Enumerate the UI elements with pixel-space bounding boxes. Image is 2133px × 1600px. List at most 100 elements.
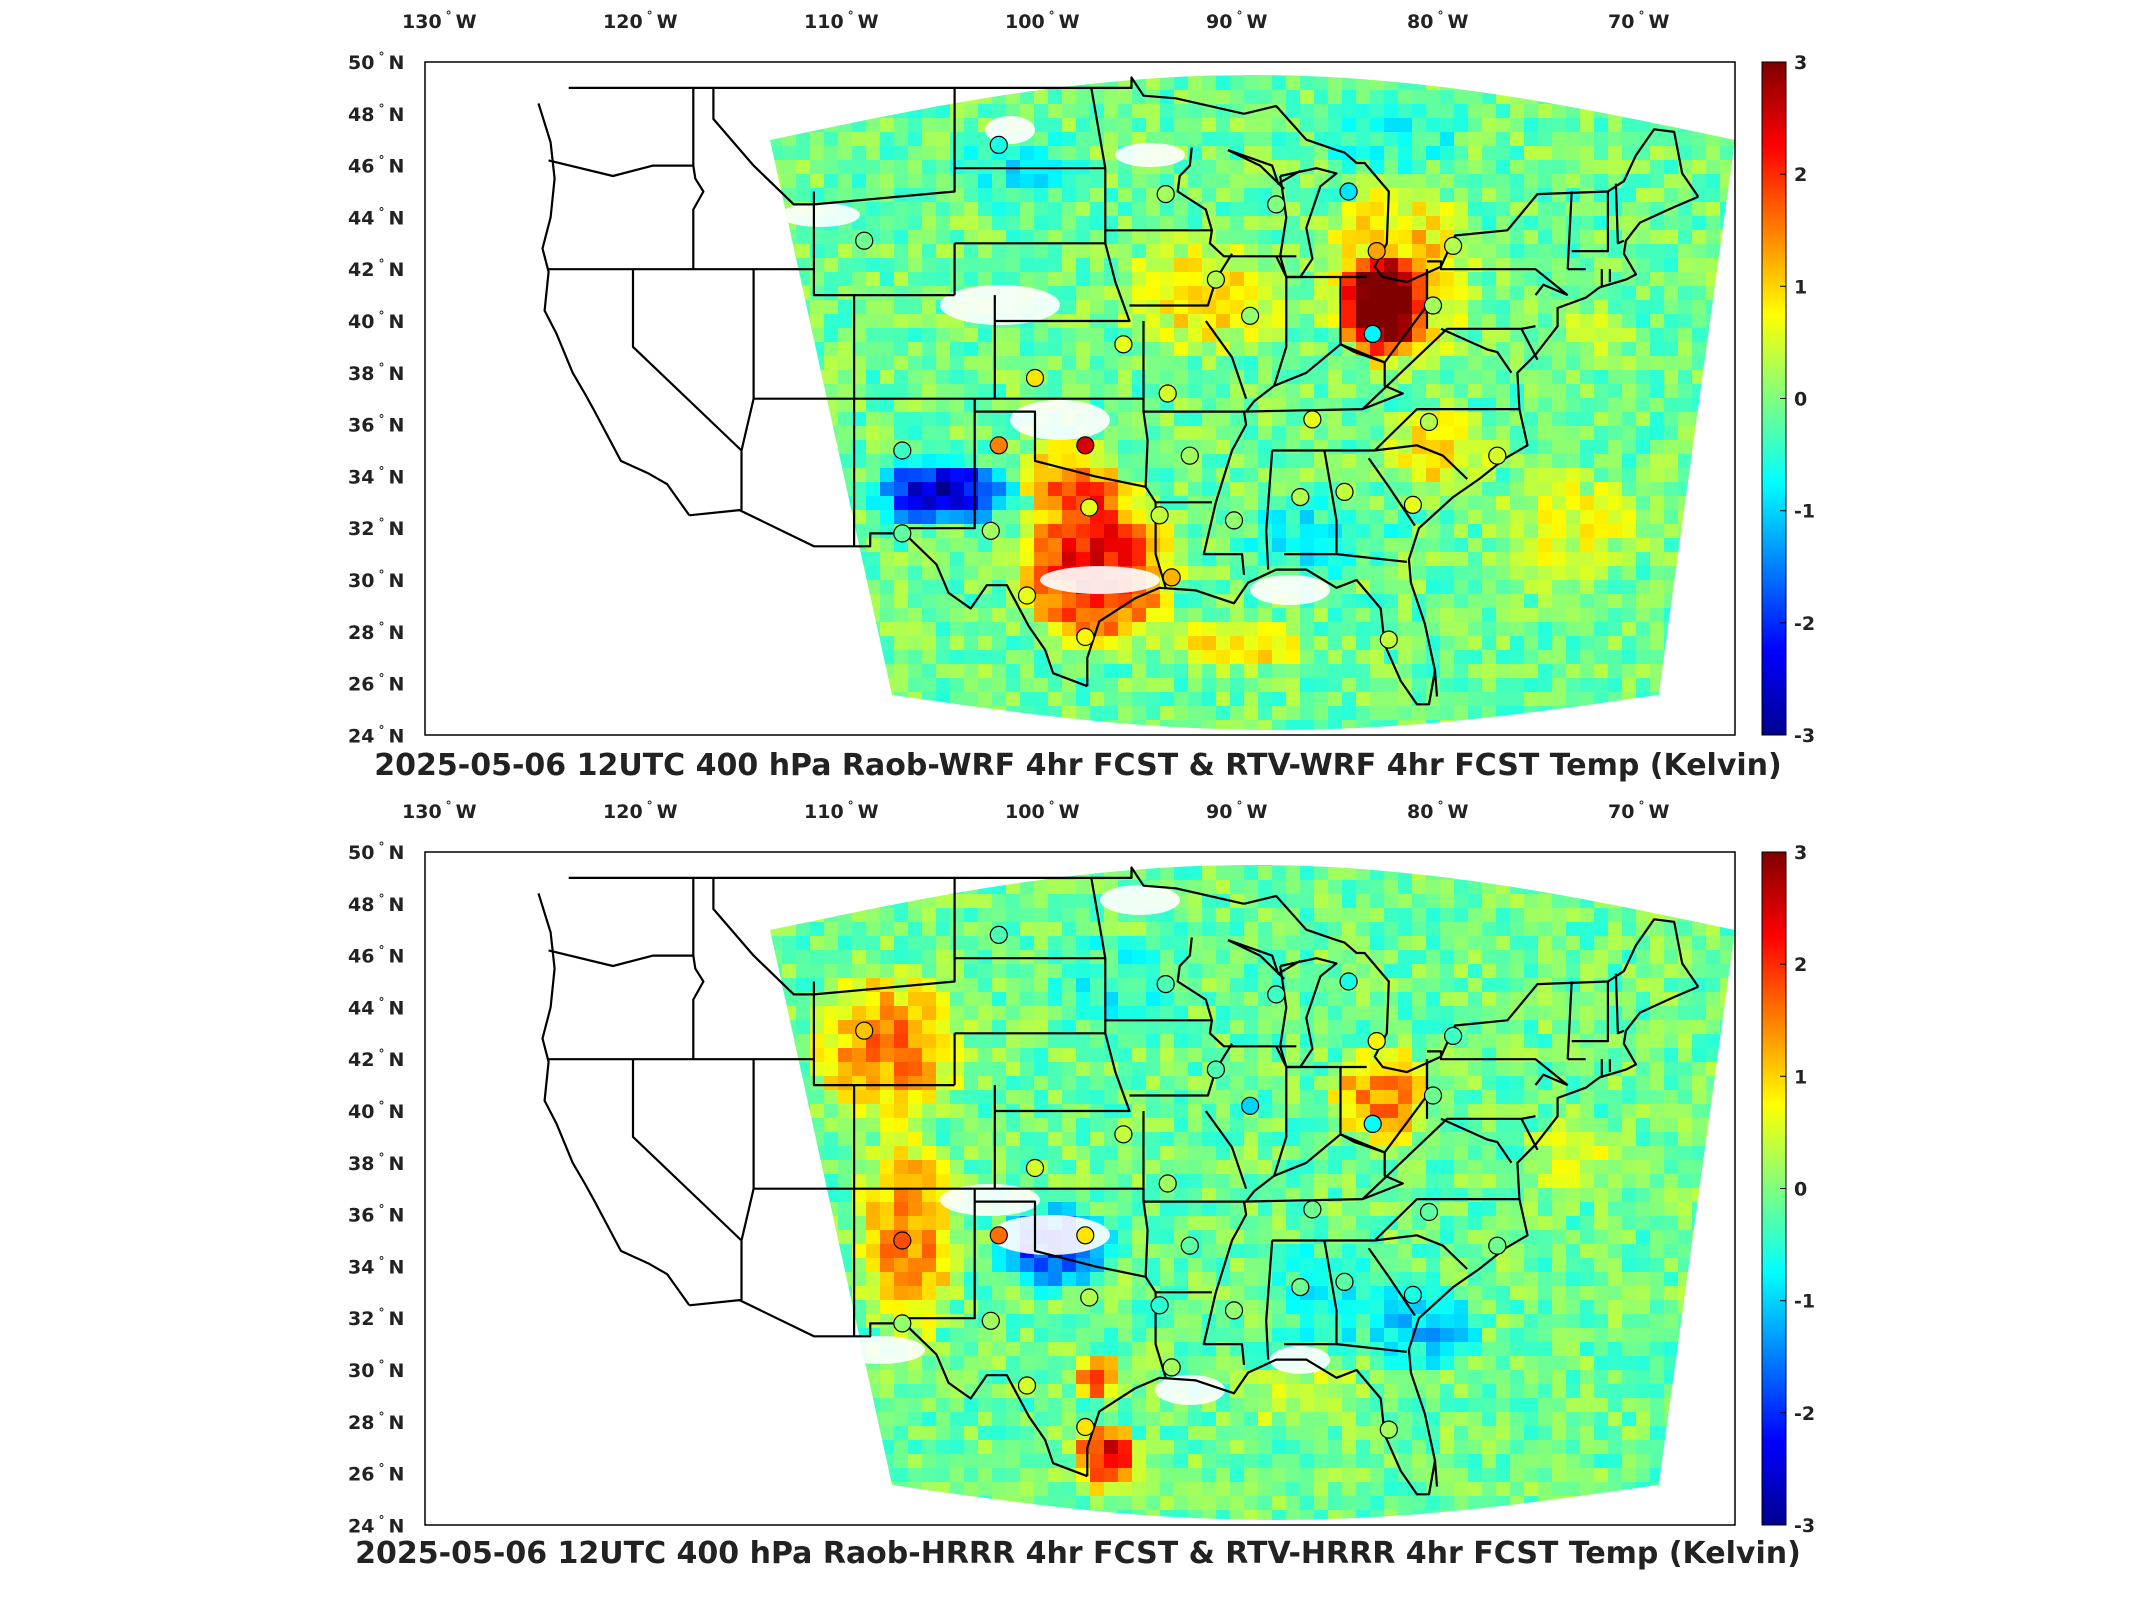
station-marker: [1303, 1200, 1322, 1219]
lat-tick-label: 42 ° N: [348, 257, 404, 281]
lat-tick-label: 26 ° N: [348, 1462, 404, 1486]
station-marker: [1158, 1174, 1177, 1193]
station-marker: [1419, 412, 1439, 432]
lat-tick-label: 38 ° N: [348, 361, 404, 385]
station-marker: [1339, 972, 1358, 991]
station-marker: [1443, 1026, 1463, 1045]
lat-tick-label: 30 ° N: [348, 1358, 404, 1382]
station-marker: [1080, 1288, 1099, 1307]
lat-tick-label: 28 ° N: [348, 1410, 404, 1434]
lat-tick-label: 28 ° N: [348, 620, 404, 644]
lon-tick-label: 110 ° W: [804, 799, 879, 823]
colorbar-tick-label: 1: [1794, 276, 1807, 298]
colorbar-tick-label: 2: [1794, 954, 1807, 976]
lat-tick-label: 48 ° N: [348, 892, 404, 916]
station-marker: [1025, 1158, 1045, 1178]
lon-tick-label: 120 ° W: [603, 9, 678, 33]
station-marker: [1156, 185, 1175, 204]
lat-tick-label: 50 ° N: [348, 50, 404, 74]
state-boundaries: [537, 76, 1700, 706]
lon-tick-label: 110 ° W: [804, 9, 879, 33]
station-marker: [1076, 1417, 1095, 1437]
station-marker: [893, 1231, 912, 1250]
lon-tick-label: 90 ° W: [1206, 799, 1267, 823]
station-marker: [855, 231, 874, 250]
station-marker: [1363, 324, 1382, 343]
station-marker: [1162, 568, 1181, 587]
colorbar-tick-label: -1: [1794, 501, 1815, 523]
station-marker: [1156, 975, 1175, 994]
panel-top: 130 ° W 120 ° W 110 ° W 100 ° W 90 ° W 80 ° W 70 ° W 50 ° N 48 °…: [348, 9, 1815, 783]
colorbar-tick-label: 0: [1794, 1179, 1807, 1201]
lat-tick-label: 50 ° N: [348, 840, 404, 864]
lat-tick-label: 44 ° N: [348, 205, 404, 229]
colorbar: 3 2 1 0 -1 -2 -3: [1761, 842, 1815, 1537]
station-marker: [1206, 1060, 1226, 1079]
station-marker: [981, 1311, 1000, 1330]
state-boundaries: [537, 866, 1700, 1496]
station-marker: [1076, 436, 1095, 455]
station-marker: [1335, 1272, 1354, 1291]
station-marker: [1403, 1285, 1423, 1304]
colorbar-tick-label: -3: [1794, 725, 1815, 747]
station-marker: [1162, 1358, 1181, 1377]
station-marker: [1224, 1301, 1244, 1320]
colorbar-tick-label: -1: [1794, 1291, 1815, 1313]
lat-tick-label: 42 ° N: [348, 1047, 404, 1071]
station-marker: [1367, 242, 1386, 261]
lon-tick-label: 120 ° W: [603, 799, 678, 823]
lat-tick-label: 46 ° N: [348, 944, 404, 968]
station-marker: [1114, 1125, 1133, 1144]
lat-tick-label: 36 ° N: [348, 1203, 404, 1227]
lon-tick-label: 80 ° W: [1407, 799, 1468, 823]
station-marker: [1363, 1114, 1382, 1133]
lon-tick-label: 100 ° W: [1005, 9, 1080, 33]
station-marker: [1150, 1296, 1169, 1315]
station-marker: [1114, 335, 1133, 354]
temperature-field: [770, 865, 1735, 1520]
colorbar-tick-label: 3: [1794, 842, 1807, 864]
colorbar-labels: 3 2 1 0 -1 -2 -3: [1780, 52, 1815, 747]
raob-stations: [855, 135, 1507, 649]
station-marker: [1443, 236, 1463, 255]
station-marker: [989, 436, 1008, 455]
station-marker: [1180, 446, 1199, 465]
lat-tick-label: 34 ° N: [348, 1254, 404, 1278]
colorbar-tick-label: 0: [1794, 389, 1807, 411]
lon-tick-label: 90 ° W: [1206, 9, 1267, 33]
panel-title: 2025-05-06 12UTC 400 hPa Raob-WRF 4hr FC…: [374, 748, 1782, 783]
lat-tick-label: 34 ° N: [348, 464, 404, 488]
station-marker: [1080, 498, 1099, 517]
colorbar-tick-label: -2: [1794, 613, 1815, 635]
colorbar-tick-label: -3: [1794, 1515, 1815, 1537]
lon-tick-label: 70 ° W: [1608, 9, 1669, 33]
station-marker: [1423, 1086, 1443, 1105]
lat-tick-label: 24 ° N: [348, 723, 404, 747]
station-marker: [1379, 630, 1398, 649]
station-marker: [1158, 384, 1177, 403]
colorbar-tick-label: 3: [1794, 52, 1807, 74]
station-marker: [1206, 270, 1226, 289]
station-marker: [1076, 1226, 1095, 1245]
colorbar: 3 2 1 0 -1 -2 -3: [1761, 52, 1815, 747]
lat-tick-label: 36 ° N: [348, 413, 404, 437]
station-marker: [1291, 488, 1310, 507]
station-marker: [1150, 506, 1169, 525]
lat-tick-label: 32 ° N: [348, 1306, 404, 1330]
lat-tick-label: 48 ° N: [348, 102, 404, 126]
station-marker: [1303, 410, 1322, 429]
lon-tick-label: 130 ° W: [402, 9, 477, 33]
station-marker: [1335, 482, 1354, 501]
station-marker: [893, 1314, 912, 1333]
station-marker: [1267, 195, 1286, 214]
station-marker: [981, 521, 1000, 540]
station-marker: [1488, 1236, 1507, 1255]
lat-tick-label: 40 ° N: [348, 309, 404, 333]
lat-tick-label: 32 ° N: [348, 516, 404, 540]
station-marker: [1419, 1202, 1439, 1222]
latitude-labels: 50 ° N 48 ° N 46 ° N 44 ° N 42 ° N 40 ° N 38 ° N 36 ° N 34 ° N 32 ° N…: [348, 840, 404, 1537]
lon-tick-label: 100 ° W: [1005, 799, 1080, 823]
map-axes-box: [424, 61, 1736, 736]
station-marker: [1291, 1278, 1310, 1297]
lon-tick-label: 130 ° W: [402, 799, 477, 823]
